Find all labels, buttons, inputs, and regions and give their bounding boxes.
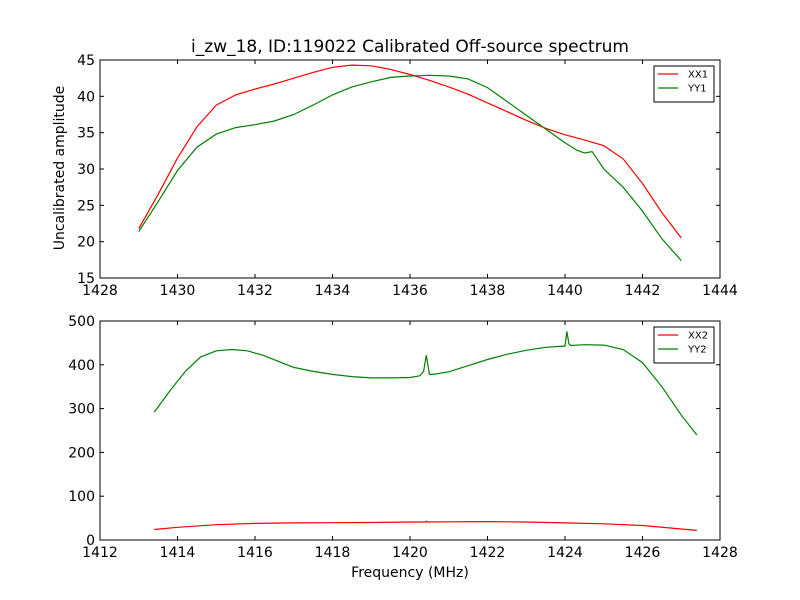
- x-tick-label: 1432: [237, 283, 273, 299]
- bottom-panel: 1412 1414 1416 1418 1420 1422 1424 1426 1428 0 100…: [68, 314, 738, 561]
- y-tick-label: 25: [77, 198, 95, 214]
- y-tick-label: 45: [77, 53, 95, 69]
- x-tick-label: 1426: [625, 545, 661, 561]
- x-tick-label: 1428: [702, 545, 738, 561]
- series-line-xx1: [138, 64, 682, 239]
- y-tick-label: 300: [68, 402, 95, 418]
- x-tick-label: 1412: [82, 545, 118, 561]
- x-tick-label: 1422: [470, 545, 506, 561]
- x-tick-label: 1430: [160, 283, 196, 299]
- x-tick-label: 1414: [160, 545, 196, 561]
- y-tick-label: 40: [77, 89, 95, 105]
- legend-box: [653, 65, 715, 103]
- top-panel-ylabel: Uncalibrated amplitude: [52, 86, 68, 251]
- y-tick-label: 30: [77, 162, 95, 178]
- series-line-yy1: [138, 74, 682, 261]
- legend-label-yy2: YY2: [687, 345, 707, 356]
- y-tick-label: 20: [77, 235, 95, 251]
- x-tick-label: 1434: [315, 283, 351, 299]
- y-tick-label: 200: [68, 445, 95, 461]
- legend-box: [653, 326, 715, 364]
- chart-title: i_zw_18, ID:119022 Calibrated Off-source…: [191, 37, 629, 57]
- x-tick-label: 1444: [702, 283, 738, 299]
- x-tick-label: 1438: [470, 283, 506, 299]
- y-tick-label: 500: [68, 314, 95, 330]
- x-tick-label: 1416: [237, 545, 273, 561]
- legend-label-xx2: XX2: [688, 331, 708, 342]
- x-tick-label: 1428: [82, 283, 118, 299]
- y-tick-label: 35: [77, 126, 95, 142]
- y-tick-label: 15: [77, 271, 95, 287]
- x-tick-label: 1436: [392, 283, 428, 299]
- y-tick-label: 0: [86, 533, 95, 549]
- legend-label-xx1: XX1: [688, 70, 708, 81]
- bottom-panel-xlabel: Frequency (MHz): [351, 565, 469, 581]
- legend-label-yy1: YY1: [687, 84, 707, 95]
- x-tick-label: 1442: [625, 283, 661, 299]
- series-line-xx2: [154, 520, 697, 531]
- top-panel: 1428 1430 1432 1434 1436 1438 1440 1442 1444 15 20…: [77, 53, 738, 299]
- x-tick-label: 1424: [547, 545, 583, 561]
- x-tick-label: 1418: [315, 545, 351, 561]
- x-tick-label: 1440: [547, 283, 583, 299]
- y-tick-label: 100: [68, 489, 95, 505]
- series-line-yy2: [153, 331, 698, 436]
- y-tick-label: 400: [68, 358, 95, 374]
- x-tick-label: 1420: [392, 545, 428, 561]
